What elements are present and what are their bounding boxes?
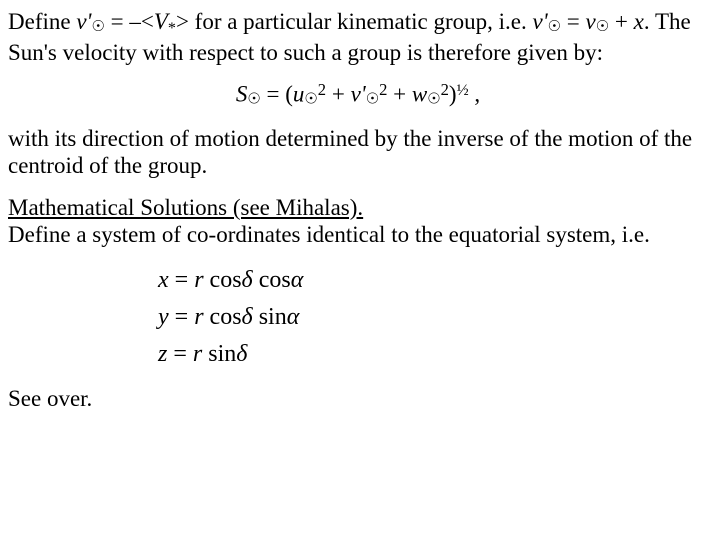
equation-z: z = r sinδ — [158, 336, 708, 373]
sun-icon: ☉ — [366, 92, 379, 108]
paragraph-3: Mathematical Solutions (see Mihalas). De… — [8, 194, 708, 248]
var-alpha: α — [291, 267, 304, 293]
fn-cos: cos — [204, 304, 242, 330]
equation-block: x = r cosδ cosα y = r cosδ sinα z = r si… — [158, 262, 708, 374]
sun-icon: ☉ — [548, 19, 561, 35]
text: ) — [449, 81, 457, 106]
superscript-2: 2 — [441, 80, 449, 99]
var-alpha: α — [287, 304, 300, 330]
var-delta: δ — [242, 304, 253, 330]
text: = ( — [261, 81, 293, 106]
fn-sin: sin — [202, 341, 236, 367]
text: = — [561, 9, 585, 34]
paragraph-1: Define v'☉ = –<V*> for a particular kine… — [8, 8, 708, 66]
var-y: y — [158, 304, 169, 330]
var-x: x — [634, 9, 644, 34]
text: , — [469, 81, 481, 106]
paragraph-2: with its direction of motion determined … — [8, 125, 708, 179]
var-vprime: v' — [351, 81, 366, 106]
text: + — [609, 9, 633, 34]
text: = — [169, 304, 195, 330]
var-r: r — [194, 267, 203, 293]
equation-y: y = r cosδ sinα — [158, 299, 708, 336]
var-V: V — [154, 9, 168, 34]
sun-icon: ☉ — [91, 19, 104, 35]
sun-icon: ☉ — [304, 92, 317, 108]
var-S: S — [236, 81, 248, 106]
sun-icon: ☉ — [596, 19, 609, 35]
text: Define a system of co-ordinates identica… — [8, 222, 650, 247]
var-vprime: v' — [533, 9, 548, 34]
text: = –< — [105, 9, 154, 34]
var-w: w — [412, 81, 427, 106]
sun-icon: ☉ — [247, 92, 260, 108]
var-u: u — [293, 81, 305, 106]
var-x: x — [158, 267, 169, 293]
superscript-2: 2 — [318, 80, 326, 99]
equation-x: x = r cosδ cosα — [158, 262, 708, 299]
star-icon: * — [168, 20, 176, 37]
var-delta: δ — [236, 341, 247, 367]
text: + — [326, 81, 350, 106]
superscript-half: ½ — [457, 82, 469, 99]
var-r: r — [193, 341, 202, 367]
sun-icon: ☉ — [427, 92, 440, 108]
text: = — [169, 267, 195, 293]
var-r: r — [194, 304, 203, 330]
var-vprime: v' — [76, 9, 91, 34]
text: = — [167, 341, 193, 367]
text: > for a particular kinematic group, i.e. — [176, 9, 533, 34]
formula-S: S☉ = (u☉2 + v'☉2 + w☉2)½ , — [8, 80, 708, 109]
var-delta: δ — [242, 267, 253, 293]
text: + — [387, 81, 411, 106]
fn-cos: cos — [204, 267, 242, 293]
text: Define — [8, 9, 76, 34]
fn-cos: cos — [253, 267, 291, 293]
var-v: v — [586, 9, 596, 34]
heading-math-solutions: Mathematical Solutions (see Mihalas). — [8, 195, 363, 220]
page: Define v'☉ = –<V*> for a particular kine… — [0, 0, 720, 412]
var-z: z — [158, 341, 167, 367]
see-over: See over. — [8, 385, 708, 412]
fn-sin: sin — [253, 304, 287, 330]
